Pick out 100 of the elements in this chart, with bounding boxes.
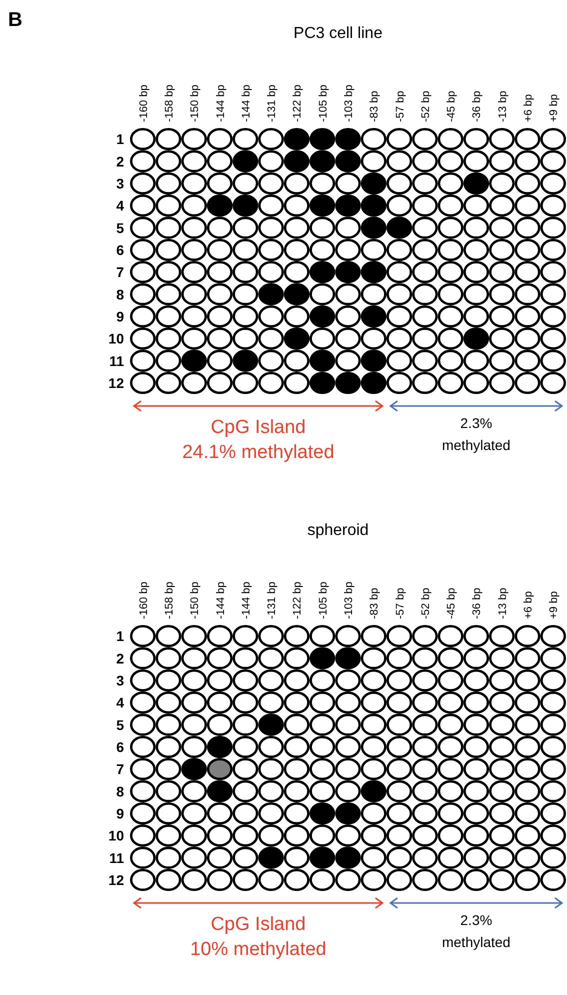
- point: [540, 328, 566, 350]
- point: [412, 328, 438, 350]
- point: [284, 692, 310, 714]
- point: [258, 128, 284, 150]
- y-tick-label: 12: [108, 374, 124, 391]
- point: [206, 150, 233, 172]
- point: [489, 802, 515, 824]
- point: [489, 758, 515, 780]
- point: [156, 216, 182, 239]
- point: [232, 736, 258, 758]
- x-tick-label: -105 bp: [317, 84, 330, 122]
- point: [284, 846, 310, 869]
- x-tick-label: -158 bp: [163, 582, 176, 619]
- x-tick-label: -131 bp: [266, 84, 278, 122]
- point: [335, 692, 361, 714]
- x-tick-label: -57 bp: [394, 588, 406, 619]
- point: [386, 780, 412, 802]
- point: [463, 238, 490, 261]
- point: [463, 846, 490, 869]
- point: [514, 824, 540, 847]
- point: [310, 846, 336, 869]
- point: [181, 194, 207, 217]
- point: [540, 238, 566, 261]
- point: [438, 692, 464, 714]
- point: [284, 238, 310, 261]
- point: [360, 846, 386, 869]
- point: [130, 846, 156, 869]
- point: [310, 669, 336, 692]
- point: [232, 350, 258, 372]
- chart-title: spheroid: [307, 522, 369, 539]
- point: [206, 714, 233, 736]
- point: [181, 846, 207, 869]
- point: [335, 238, 361, 261]
- y-tick-label: 4: [116, 198, 124, 214]
- x-tick-label: -150 bp: [189, 582, 202, 619]
- point: [360, 172, 386, 194]
- x-tick-label: -45 bp: [446, 588, 458, 619]
- x-tick-label: -144 bp: [214, 84, 227, 122]
- y-tick-label: 2: [116, 153, 124, 170]
- point: [156, 692, 182, 714]
- point: [130, 350, 156, 372]
- point: [489, 238, 515, 261]
- point: [206, 780, 233, 802]
- point: [386, 372, 412, 394]
- point: [284, 261, 310, 284]
- point: [156, 194, 182, 217]
- point: [514, 647, 540, 670]
- point: [258, 669, 284, 692]
- point: [310, 194, 336, 217]
- point: [489, 283, 515, 306]
- point: [206, 283, 233, 306]
- point: [438, 625, 464, 648]
- point: [386, 305, 412, 328]
- point: [156, 172, 182, 194]
- x-tick-label: -150 bp: [189, 84, 202, 122]
- point: [284, 128, 310, 150]
- point: [181, 350, 207, 372]
- point: [386, 692, 412, 714]
- point: [386, 261, 412, 284]
- point: [540, 846, 566, 869]
- point: [489, 350, 515, 372]
- point: [438, 128, 464, 150]
- point: [386, 736, 412, 758]
- point: [181, 780, 207, 802]
- point: [540, 194, 566, 217]
- point: [310, 328, 336, 350]
- point: [360, 868, 386, 891]
- point: [130, 647, 156, 670]
- point: [310, 350, 336, 372]
- point: [463, 283, 490, 306]
- point: [232, 150, 258, 172]
- point: [463, 669, 490, 692]
- point: [156, 647, 182, 670]
- point: [335, 150, 361, 172]
- point: [284, 172, 310, 194]
- x-tick-label: -144 bp: [240, 582, 252, 619]
- y-tick-label: 10: [108, 330, 124, 347]
- point: [463, 172, 490, 194]
- point: [540, 669, 566, 692]
- point: [284, 780, 310, 802]
- point: [258, 802, 284, 824]
- point: [463, 625, 490, 648]
- point: [489, 625, 515, 648]
- point: [206, 328, 233, 350]
- y-tick-label: 5: [116, 716, 124, 733]
- y-tick-label: 1: [116, 131, 124, 148]
- point: [258, 758, 284, 780]
- point: [335, 261, 361, 284]
- point: [232, 824, 258, 847]
- point: [335, 625, 361, 648]
- point: [438, 647, 464, 670]
- point: [258, 625, 284, 648]
- point: [412, 669, 438, 692]
- text: 2.3% methylated: [442, 415, 510, 453]
- point: [540, 647, 566, 670]
- point: [335, 647, 361, 670]
- point: [489, 824, 515, 847]
- point: [181, 647, 207, 670]
- y-tick-label: 3: [116, 175, 124, 192]
- point: [310, 283, 336, 306]
